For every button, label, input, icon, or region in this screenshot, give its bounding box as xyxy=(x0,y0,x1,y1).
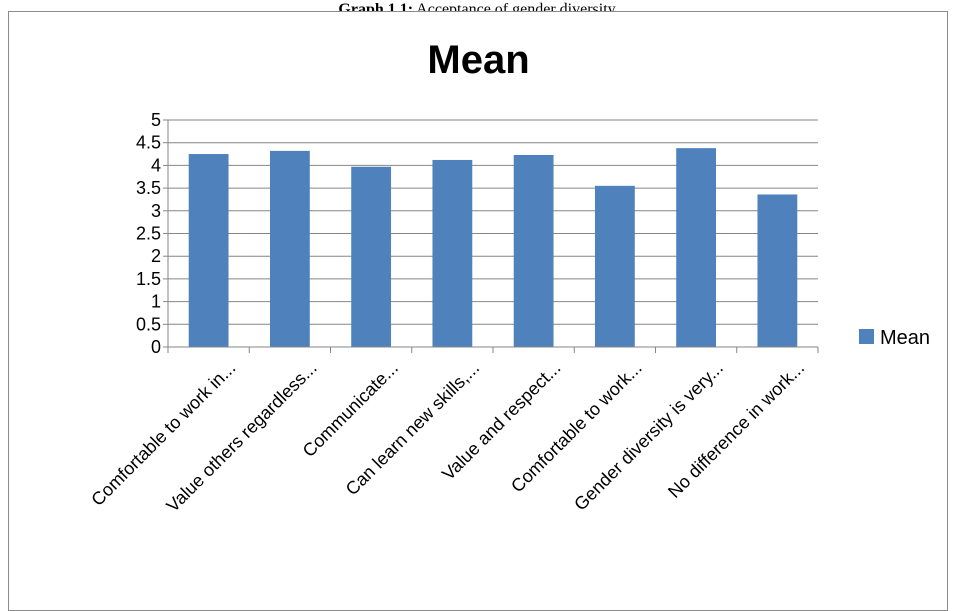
y-tick-label: 1 xyxy=(151,292,161,312)
x-tick-labels: Comfortable to work in...Value others re… xyxy=(87,347,819,516)
x-tick-label: Value others regardless... xyxy=(162,358,320,516)
chart-title: Mean xyxy=(427,38,530,82)
bar xyxy=(757,194,798,347)
legend-label: Mean xyxy=(880,327,930,349)
bar xyxy=(432,159,473,347)
y-tick-label: 1.5 xyxy=(136,269,161,289)
y-tick-label: 4.5 xyxy=(136,133,161,153)
bar xyxy=(594,185,635,347)
y-tick-label: 3.5 xyxy=(136,178,161,198)
bar xyxy=(269,150,310,347)
bar xyxy=(676,148,717,347)
x-tick-label: Can learn new skills,... xyxy=(342,358,483,499)
y-tick-label: 2 xyxy=(151,246,161,266)
x-tick-label: Comfortable to work in... xyxy=(87,358,239,510)
bar xyxy=(188,154,229,347)
gridlines xyxy=(168,119,818,325)
bars xyxy=(188,148,798,347)
y-tick-label: 4 xyxy=(151,155,161,175)
y-tick-label: 0 xyxy=(151,337,161,357)
y-tick-labels: 0 0.51 1.5 22.5 3 3.5 44.5 5 xyxy=(136,110,168,357)
y-tick-label: 5 xyxy=(151,110,161,130)
legend-swatch xyxy=(859,329,874,344)
bar xyxy=(513,154,554,347)
bar-chart: 0 0.51 1.5 22.5 3 3.5 44.5 5 Comfortable to wor… xyxy=(87,110,930,516)
x-tick-label: Comfortable to work... xyxy=(507,358,646,497)
legend: Mean xyxy=(859,327,930,349)
y-tick-label: 3 xyxy=(151,201,161,221)
y-tick-label: 2.5 xyxy=(136,224,161,244)
y-tick-label: 0.5 xyxy=(136,314,161,334)
x-tick-label: No difference in work... xyxy=(664,358,808,502)
bar xyxy=(351,166,392,347)
x-tick-label: Gender diversity is very... xyxy=(570,358,727,515)
